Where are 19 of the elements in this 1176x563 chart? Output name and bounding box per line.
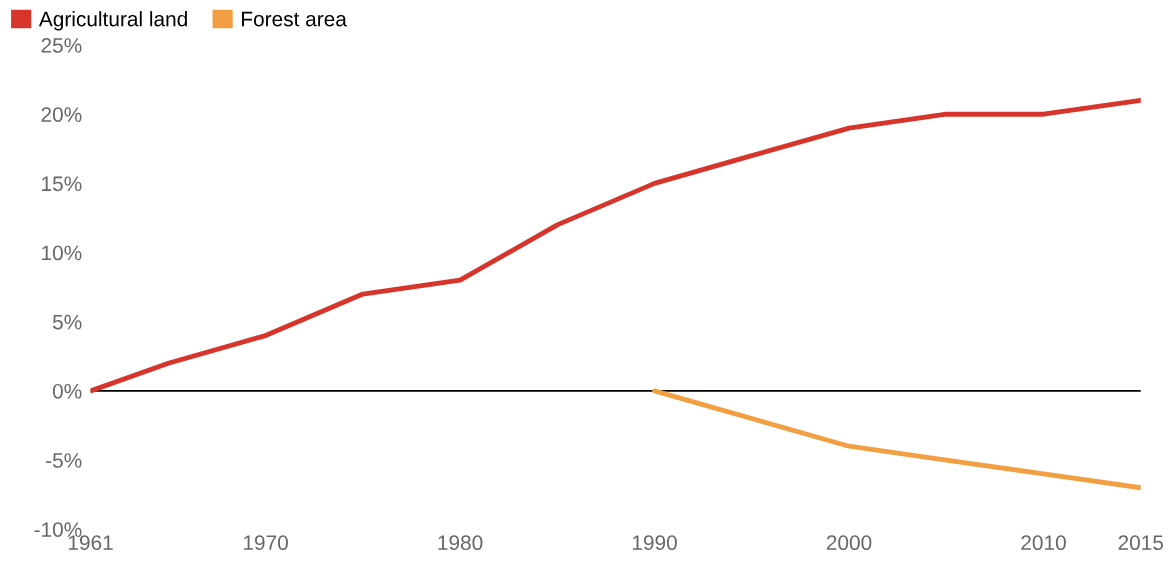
x-tick-label: 2015: [1118, 535, 1164, 551]
line-series: [652, 388, 1141, 491]
x-tick-label: 1970: [244, 535, 288, 551]
y-tick-label: 0%: [52, 383, 82, 399]
x-tick-label: 1980: [438, 535, 483, 551]
y-tick-label: 20%: [41, 107, 82, 122]
y-tick-label: -5%: [46, 453, 82, 468]
line-series: [90, 97, 1141, 394]
y-tick-label: -10%: [34, 522, 82, 537]
y-tick-label: 15%: [42, 176, 82, 192]
y-tick-label: 5%: [52, 314, 82, 330]
y-tick-label: 10%: [42, 245, 82, 261]
legend-label: Agricultural land: [38, 11, 187, 31]
x-tick-label: 2010: [1021, 535, 1066, 551]
legend-label: Forest area: [242, 11, 347, 27]
x-tick-label: 1990: [632, 535, 677, 551]
y-tick-label: 25%: [41, 38, 82, 53]
x-tick-label: 1961: [68, 535, 113, 551]
x-tick-label: 2000: [826, 535, 872, 551]
